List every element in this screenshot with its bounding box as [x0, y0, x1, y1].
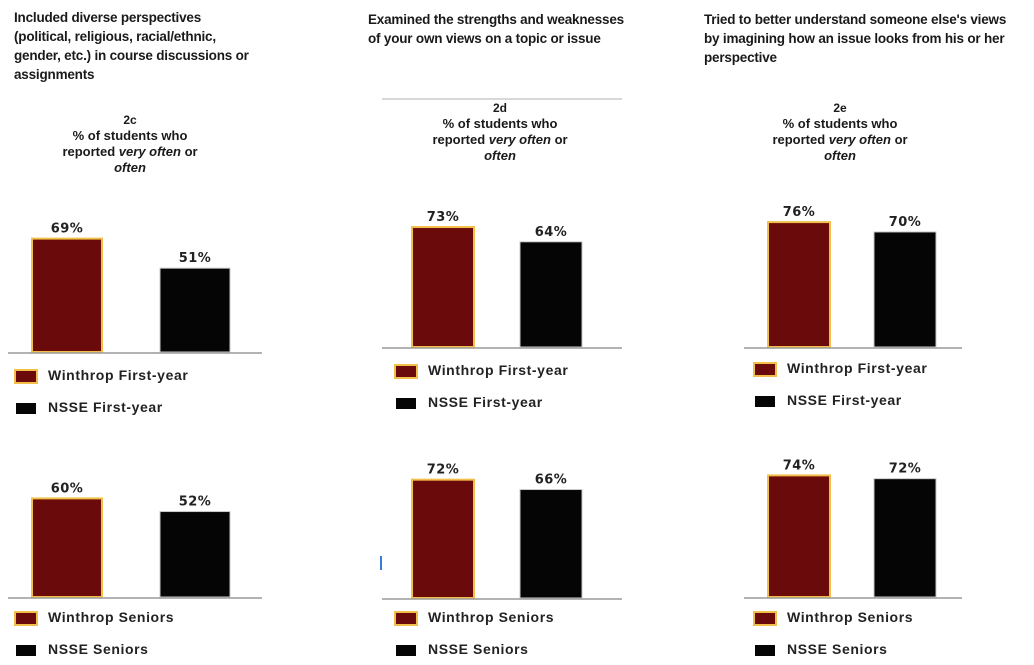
divider — [382, 98, 622, 100]
bar-chart-first-year: 69% 51% — [8, 222, 262, 354]
legend-seniors: Winthrop Seniors NSSE Seniors — [16, 609, 316, 659]
bar-winthrop — [411, 226, 475, 349]
bar-chart-seniors: 74% 72% — [744, 458, 962, 599]
legend-first-year: Winthrop First-year NSSE First-year — [755, 360, 1025, 410]
legend-swatch — [396, 645, 416, 656]
legend-seniors: Winthrop Seniors NSSE Seniors — [396, 609, 676, 659]
subtitle-tail: often — [824, 148, 856, 163]
legend-swatch — [755, 396, 775, 407]
data-label: 72% — [889, 462, 922, 477]
legend-swatch — [755, 645, 775, 656]
data-label: 69% — [51, 222, 84, 237]
legend-swatch — [16, 645, 36, 656]
data-label: 73% — [427, 210, 460, 225]
bar-nsse — [159, 511, 231, 598]
bar-winthrop — [767, 474, 831, 599]
panel-2c: Included diverse perspectives (political… — [0, 0, 340, 665]
data-label: 70% — [889, 215, 922, 230]
bar-chart-first-year: 76% 70% — [744, 205, 962, 349]
chart-subtitle: 2c % of students who reported very often… — [0, 112, 260, 176]
panel-heading: Examined the strengths and weaknesses of… — [368, 12, 624, 46]
bar-nsse — [159, 267, 231, 353]
data-label: 52% — [179, 495, 212, 510]
data-label: 76% — [783, 205, 816, 220]
item-code: 2e — [833, 101, 847, 115]
bar-chart-seniors: 72% 66% — [382, 463, 622, 600]
legend-swatch — [755, 364, 775, 375]
subtitle-line: % of students who — [72, 128, 188, 143]
bar-winthrop — [31, 237, 103, 353]
bar-nsse — [519, 489, 583, 599]
legend-swatch — [16, 613, 36, 624]
legend-seniors: Winthrop Seniors NSSE Seniors — [755, 609, 1025, 659]
panel-heading: Included diverse perspectives (political… — [14, 10, 249, 82]
panel-2d: Examined the strengths and weaknesses of… — [360, 0, 680, 665]
legend-swatch — [16, 403, 36, 414]
legend-swatch — [16, 371, 36, 382]
data-label: 72% — [427, 463, 460, 478]
chart-subtitle: 2e % of students who reported very often… — [720, 100, 960, 164]
bar-winthrop — [31, 497, 103, 598]
item-code: 2c — [123, 113, 137, 127]
bar-winthrop — [411, 478, 475, 599]
subtitle-line: reported very often or — [432, 132, 568, 147]
data-label: 74% — [783, 458, 816, 473]
legend-first-year: Winthrop First-year NSSE First-year — [396, 362, 676, 412]
subtitle-line: reported very often or — [62, 144, 198, 159]
legend-swatch — [396, 366, 416, 377]
legend-swatch — [396, 398, 416, 409]
item-code: 2d — [492, 101, 507, 115]
bar-winthrop — [767, 221, 831, 348]
bar-nsse — [873, 478, 937, 598]
data-label: 64% — [535, 225, 568, 240]
subtitle-line: reported very often or — [772, 132, 908, 147]
stray-mark — [380, 556, 382, 570]
legend-swatch — [755, 613, 775, 624]
subtitle-tail: often — [114, 160, 146, 175]
bar-chart-first-year: 73% 64% — [382, 210, 622, 349]
data-label: 66% — [535, 473, 568, 488]
data-label: 60% — [51, 481, 84, 496]
panel-heading: Tried to better understand someone else'… — [704, 12, 1007, 65]
subtitle-line: % of students who — [442, 116, 558, 131]
subtitle-line: % of students who — [782, 116, 898, 131]
legend-swatch — [396, 613, 416, 624]
panel-2e: Tried to better understand someone else'… — [700, 0, 1034, 665]
bar-nsse — [873, 231, 937, 348]
legend-first-year: Winthrop First-year NSSE First-year — [16, 367, 316, 417]
data-label: 51% — [179, 251, 212, 266]
subtitle-tail: often — [484, 148, 516, 163]
bar-nsse — [519, 241, 583, 348]
bar-chart-seniors: 60% 52% — [8, 481, 262, 599]
chart-subtitle: 2d % of students who reported very often… — [380, 100, 620, 164]
